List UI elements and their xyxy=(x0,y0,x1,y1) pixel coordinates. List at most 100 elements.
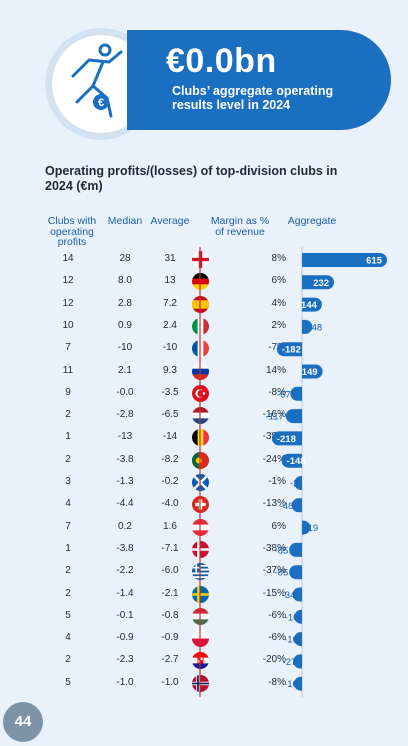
svg-text:€: € xyxy=(98,97,104,109)
header-margin: Margin as % of revenue xyxy=(210,215,270,238)
average-cell: 31 xyxy=(164,253,176,264)
average-cell: -8.2 xyxy=(161,453,179,465)
aggregate-bar xyxy=(294,609,302,624)
average-cell: -3.5 xyxy=(161,386,179,398)
margin-cell: 14% xyxy=(265,364,286,376)
median-cell: -2.3 xyxy=(116,654,134,666)
median-cell: -1.0 xyxy=(116,676,134,688)
margin-cell: 4% xyxy=(271,297,286,309)
clubs-cell: 14 xyxy=(62,253,74,264)
average-cell: -1.0 xyxy=(161,676,179,688)
median-cell: -0.9 xyxy=(116,632,134,644)
header-median: Median xyxy=(107,215,143,227)
aggregate-bar xyxy=(294,476,302,490)
aggregate-value-label: -85 xyxy=(275,568,289,579)
clubs-cell: 12 xyxy=(62,297,74,309)
aggregate-value-label: 144 xyxy=(301,300,318,311)
aggregate-bar xyxy=(281,453,302,468)
clubs-cell: 7 xyxy=(65,520,71,532)
header-average: Average xyxy=(150,215,190,227)
aggregate-value-label: -182 xyxy=(282,345,301,356)
aggregate-bar xyxy=(293,632,302,647)
aggregate-value-label: 149 xyxy=(302,367,318,378)
hero-caption: Clubs’ aggregate operating results level… xyxy=(172,84,334,112)
clubs-cell: 2 xyxy=(65,453,71,465)
clubs-cell: 10 xyxy=(62,319,74,331)
aggregate-bar xyxy=(285,409,302,424)
median-cell: -3.8 xyxy=(116,542,134,554)
aggregate-value-label: -48 xyxy=(280,501,294,512)
margin-cell: -20% xyxy=(262,654,286,666)
aggregate-bar xyxy=(302,275,335,290)
average-cell: 13 xyxy=(164,275,176,287)
average-cell: -6.5 xyxy=(161,409,179,421)
margin-cell: -6% xyxy=(268,609,286,621)
average-cell: -4.0 xyxy=(161,498,179,510)
clubs-cell: 1 xyxy=(65,431,71,443)
median-cell: -13 xyxy=(117,431,133,443)
average-cell: -7.1 xyxy=(161,542,179,554)
median-cell: -2.2 xyxy=(116,565,134,577)
clubs-cell: 9 xyxy=(65,386,71,398)
margin-cell: -1% xyxy=(268,476,286,487)
average-cell: 1.6 xyxy=(163,520,177,532)
median-cell: -0.1 xyxy=(116,609,134,621)
footballer-euro-icon: € xyxy=(71,43,123,118)
clubs-cell: 12 xyxy=(62,275,74,287)
page-number: 44 xyxy=(3,702,43,742)
clubs-cell: 1 xyxy=(65,542,71,554)
aggregate-value-label: -117 xyxy=(266,412,284,423)
average-cell: 9.3 xyxy=(163,364,177,376)
clubs-cell: 5 xyxy=(65,676,71,688)
aggregate-value-label: -148 xyxy=(287,456,306,467)
clubs-cell: 5 xyxy=(65,609,71,621)
aggregate-bar xyxy=(302,364,323,379)
margin-cell: -8% xyxy=(268,676,286,688)
average-cell: -0.8 xyxy=(161,609,179,621)
aggregate-bar xyxy=(293,676,302,691)
aggregate-value-label: -67 xyxy=(277,389,291,400)
average-cell: -14 xyxy=(162,431,178,443)
margin-cell: -24% xyxy=(262,453,286,465)
aggregate-value-label: 48 xyxy=(312,322,323,333)
average-cell: -6.0 xyxy=(161,565,179,577)
aggregate-value-label: -27 xyxy=(283,657,297,668)
clubs-cell: 2 xyxy=(65,565,71,577)
margin-cell: -16% xyxy=(262,409,286,421)
median-cell: -3.8 xyxy=(116,453,134,465)
header-aggregate: Aggregate xyxy=(287,215,337,227)
margin-cell: 6% xyxy=(271,520,286,532)
aggregate-bar xyxy=(289,565,302,580)
hero-value: €0.0bn xyxy=(166,42,277,80)
aggregate-bar xyxy=(276,342,302,357)
median-cell: -2.8 xyxy=(116,409,134,421)
aggregate-value-label: 232 xyxy=(313,278,329,289)
clubs-cell: 3 xyxy=(65,476,71,487)
median-cell: -1.4 xyxy=(116,587,134,599)
average-cell: 7.2 xyxy=(163,297,177,309)
margin-cell: -37% xyxy=(262,565,286,577)
aggregate-value-label: -16 xyxy=(284,635,298,646)
aggregate-bar xyxy=(293,654,302,669)
margin-cell: 2% xyxy=(271,319,286,331)
margin-cell: -13% xyxy=(262,498,286,510)
average-cell: -0.2 xyxy=(161,476,179,487)
average-cell: -2.1 xyxy=(161,587,179,599)
median-cell: 0.2 xyxy=(118,520,132,532)
clubs-cell: 4 xyxy=(65,632,71,644)
aggregate-value-label: -3 xyxy=(290,479,298,490)
hero-banner xyxy=(127,30,391,130)
margin-cell: 6% xyxy=(271,275,286,287)
clubs-cell: 2 xyxy=(65,587,71,599)
aggregate-bar xyxy=(292,587,302,602)
median-cell: 28 xyxy=(119,253,131,264)
aggregate-value-label: -16 xyxy=(284,679,298,690)
margin-cell: 8% xyxy=(271,253,286,264)
median-cell: -0.0 xyxy=(116,386,134,398)
average-cell: -0.9 xyxy=(161,632,179,644)
aggregate-value-label: 615 xyxy=(366,256,383,267)
margin-cell: -8% xyxy=(268,386,286,398)
aggregate-bar xyxy=(302,520,311,535)
median-cell: -1.3 xyxy=(116,476,134,487)
median-cell: 8.0 xyxy=(118,275,132,287)
